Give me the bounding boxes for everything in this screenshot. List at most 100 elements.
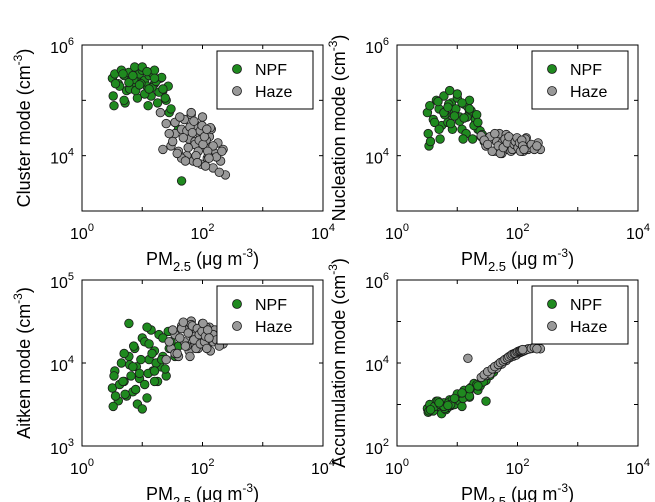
cluster-legend-box bbox=[216, 50, 314, 110]
accumulation-legend-marker-haze bbox=[547, 321, 557, 331]
aitken-haze-point bbox=[202, 343, 212, 354]
cluster-y-axis-label: Cluster mode (cm-3) bbox=[11, 49, 34, 208]
nucleation-haze-point bbox=[519, 144, 529, 155]
aitken-haze-point bbox=[175, 333, 185, 343]
nucleation-legend: NPF Haze bbox=[531, 50, 629, 110]
cluster-haze-point bbox=[180, 156, 191, 166]
panel-nucleation: 100 102 104 104 106 PM2.5 (μg m-3) Nucleation … bbox=[326, 35, 650, 274]
cluster-legend-marker-haze bbox=[232, 86, 242, 96]
accumulation-npf-point bbox=[449, 393, 460, 404]
aitken-haze-point bbox=[183, 328, 193, 338]
aitken-haze-point bbox=[167, 325, 178, 335]
accumulation-haze-point bbox=[532, 344, 542, 354]
aitken-npf-point bbox=[142, 322, 152, 332]
panel-cluster: 100 102 104 104 106 PM2.5 (μg m-3) Cluster mod… bbox=[11, 36, 335, 274]
aitken-legend-marker-haze bbox=[232, 321, 242, 331]
accumulation-legend-marker-npf bbox=[547, 299, 557, 309]
cluster-haze-point bbox=[161, 118, 171, 129]
cluster-npf-point bbox=[108, 91, 118, 101]
accumulation-npf-point bbox=[457, 401, 467, 412]
aitken-npf-point bbox=[134, 368, 145, 379]
accumulation-npf-point bbox=[434, 398, 444, 408]
aitken-npf-point bbox=[137, 404, 148, 414]
accumulation-x-tick-label: 100 bbox=[385, 457, 409, 478]
accumulation-points bbox=[422, 342, 546, 419]
nucleation-legend-marker-npf bbox=[547, 64, 557, 74]
cluster-y-tick-label: 104 bbox=[50, 147, 74, 168]
cluster-legend-marker-npf bbox=[232, 64, 242, 74]
cluster-haze-point bbox=[187, 127, 198, 138]
cluster-npf-point bbox=[152, 98, 163, 108]
cluster-npf-point bbox=[166, 104, 176, 114]
accumulation-legend-label-haze: Haze bbox=[570, 319, 607, 336]
nucleation-npf-point bbox=[425, 100, 435, 111]
accumulation-y-tick-label: 104 bbox=[365, 354, 389, 375]
cluster-npf-point bbox=[142, 66, 152, 77]
aitken-haze-point bbox=[198, 318, 208, 329]
aitken-npf-point bbox=[128, 341, 139, 351]
cluster-haze-point bbox=[155, 107, 166, 118]
nucleation-legend-label-npf: NPF bbox=[570, 62, 602, 79]
aitken-npf-point bbox=[124, 318, 134, 329]
aitken-y-tick-label: 105 bbox=[50, 271, 74, 292]
cluster-points bbox=[107, 62, 231, 186]
nucleation-x-tick-label: 102 bbox=[506, 222, 530, 243]
cluster-npf-point bbox=[160, 93, 170, 103]
aitken-x-tick-label: 102 bbox=[191, 457, 215, 478]
aitken-npf-point bbox=[144, 339, 154, 349]
cluster-x-tick-label: 100 bbox=[70, 222, 94, 243]
nucleation-npf-point bbox=[425, 136, 436, 147]
accumulation-x-tick-label: 102 bbox=[506, 457, 530, 478]
cluster-haze-point bbox=[197, 112, 208, 122]
aitken-npf-point bbox=[108, 401, 118, 412]
cluster-npf-point bbox=[119, 95, 129, 106]
cluster-npf-point bbox=[109, 100, 119, 111]
nucleation-npf-point bbox=[443, 102, 453, 112]
cluster-npf-point bbox=[110, 78, 121, 89]
nucleation-npf-point bbox=[429, 117, 440, 128]
aitken-legend: NPF Haze bbox=[216, 285, 314, 345]
aitken-haze-point bbox=[185, 351, 195, 362]
nucleation-npf-point bbox=[445, 85, 455, 96]
nucleation-npf-point bbox=[459, 113, 469, 123]
nucleation-npf-point bbox=[458, 134, 468, 144]
aitken-y-axis-label: Aitken mode (cm-3) bbox=[11, 287, 34, 439]
aitken-haze-point bbox=[204, 333, 214, 343]
aitken-npf-point bbox=[147, 348, 157, 359]
nucleation-y-tick-label: 106 bbox=[365, 36, 389, 57]
accumulation-npf-point bbox=[481, 396, 491, 406]
nucleation-npf-point bbox=[434, 124, 444, 135]
aitken-npf-point bbox=[128, 362, 138, 372]
cluster-npf-point bbox=[134, 80, 145, 90]
accumulation-npf-point bbox=[443, 400, 453, 411]
nucleation-npf-point bbox=[433, 96, 443, 107]
cluster-legend-label-npf: NPF bbox=[255, 62, 287, 79]
aitken-y-tick-label: 103 bbox=[50, 437, 74, 458]
aitken-npf-point bbox=[126, 371, 136, 381]
accumulation-y-axis-label: Accumulation mode (cm-3) bbox=[326, 258, 349, 468]
nucleation-y-tick-label: 104 bbox=[365, 147, 389, 168]
aitken-npf-point bbox=[118, 376, 128, 387]
cluster-npf-point bbox=[118, 69, 128, 79]
nucleation-npf-point bbox=[464, 104, 475, 114]
accumulation-haze-point bbox=[518, 344, 528, 355]
aitken-y-tick-label: 104 bbox=[50, 354, 74, 375]
nucleation-x-tick-label: 100 bbox=[385, 222, 409, 243]
cluster-legend-label-haze: Haze bbox=[255, 84, 292, 101]
nucleation-npf-point bbox=[452, 89, 463, 99]
cluster-haze-point bbox=[189, 116, 199, 126]
cluster-npf-point bbox=[124, 77, 134, 88]
aitken-npf-point bbox=[142, 393, 152, 403]
cluster-haze-point bbox=[186, 107, 196, 118]
aitken-legend-box bbox=[216, 285, 314, 345]
cluster-npf-point bbox=[149, 73, 160, 84]
cluster-haze-point bbox=[164, 128, 174, 139]
cluster-haze-point bbox=[217, 146, 227, 157]
aitken-legend-label-haze: Haze bbox=[255, 319, 292, 336]
cluster-npf-point bbox=[128, 70, 138, 81]
cluster-haze-point bbox=[204, 153, 214, 163]
aitken-haze-point bbox=[180, 341, 191, 351]
aitken-npf-point bbox=[110, 391, 121, 401]
